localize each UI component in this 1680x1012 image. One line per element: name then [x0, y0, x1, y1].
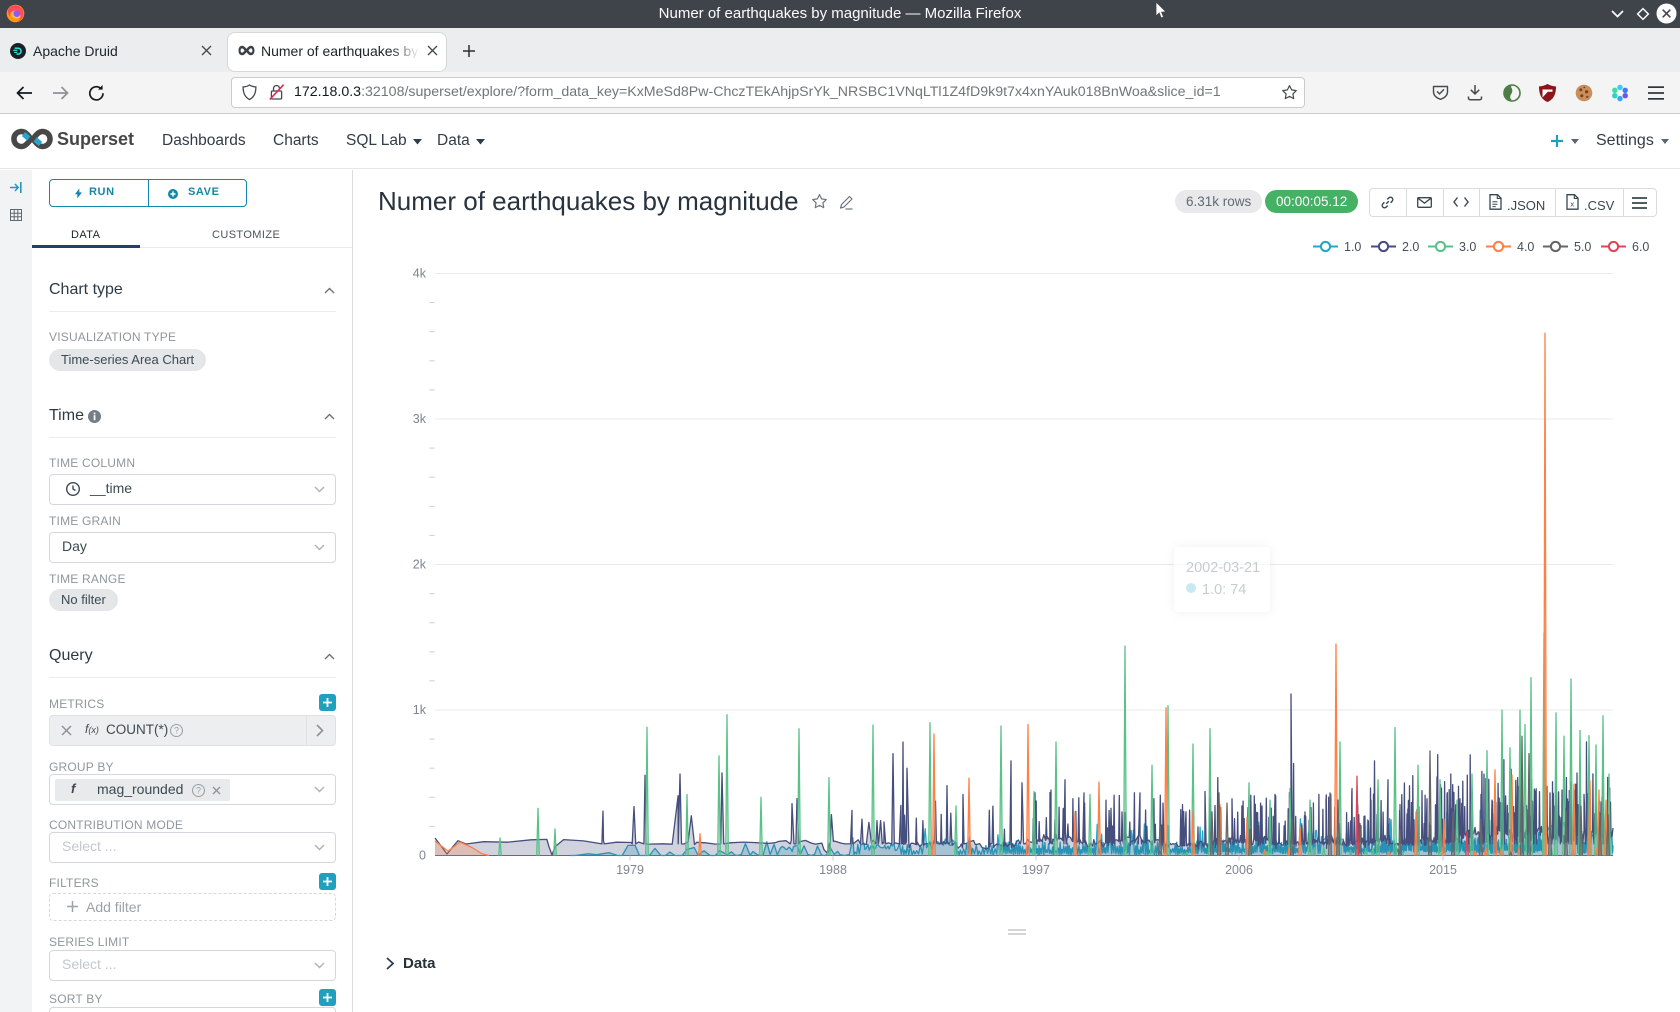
- svg-text:?: ?: [196, 786, 201, 796]
- svg-text:2k: 2k: [413, 558, 427, 572]
- svg-text:1k: 1k: [413, 703, 427, 717]
- svg-text:2006: 2006: [1225, 863, 1253, 877]
- svg-text:?: ?: [174, 726, 179, 736]
- svg-text:3k: 3k: [413, 412, 427, 426]
- svg-text:4k: 4k: [413, 267, 427, 281]
- svg-text:1988: 1988: [819, 863, 847, 877]
- svg-text:1997: 1997: [1022, 863, 1050, 877]
- svg-text:1979: 1979: [616, 863, 644, 877]
- svg-text:x: x: [1570, 200, 1574, 209]
- svg-text:2015: 2015: [1429, 863, 1457, 877]
- svg-text:0: 0: [419, 849, 426, 863]
